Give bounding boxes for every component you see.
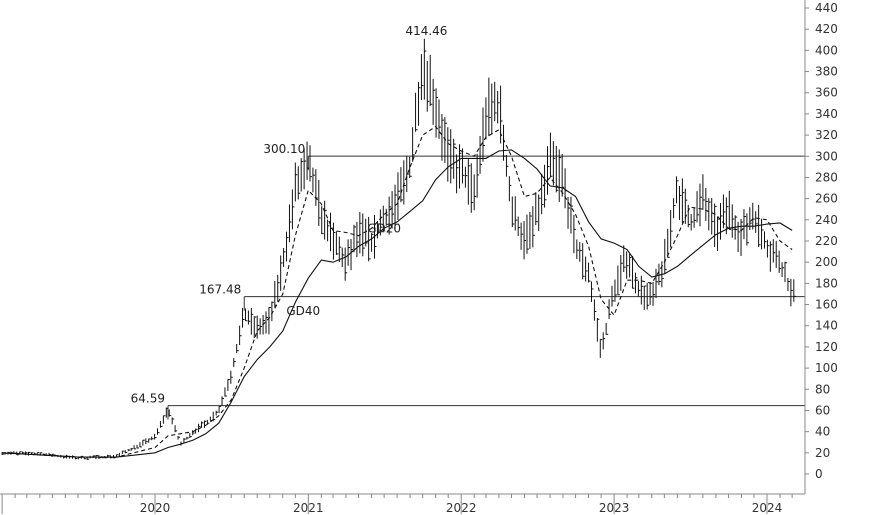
y-tick-label: 60 — [815, 403, 830, 417]
horizontal-levels: 300.10 167.48 64.59 — [131, 142, 805, 420]
x-tick-label: 2021 — [293, 501, 324, 515]
y-tick-label: 360 — [815, 86, 838, 100]
annotations: 414.46 GD20 GD40 — [286, 24, 447, 318]
level-label: 167.48 — [199, 283, 241, 297]
moving-averages — [2, 125, 793, 458]
y-tick-label: 380 — [815, 65, 838, 79]
y-tick-label: 260 — [815, 192, 838, 206]
y-tick-label: 340 — [815, 107, 838, 121]
y-tick-label: 440 — [815, 1, 838, 15]
y-tick-label: 100 — [815, 361, 838, 375]
y-tick-label: 220 — [815, 234, 838, 248]
x-tick-label: 2023 — [599, 501, 630, 515]
x-tick-label: 2020 — [140, 501, 171, 515]
x-tick-label: 2022 — [446, 501, 477, 515]
ma-line-gd20 — [2, 125, 793, 458]
annotation-label: 414.46 — [405, 24, 447, 38]
y-tick-label: 40 — [815, 425, 830, 439]
price-bars — [1, 38, 796, 460]
x-tick-label: 2024 — [752, 501, 783, 515]
y-tick-label: 240 — [815, 213, 838, 227]
y-tick-label: 300 — [815, 149, 838, 163]
y-tick-label: 420 — [815, 22, 838, 36]
y-tick-label: 180 — [815, 276, 838, 290]
axes: 0 20 40 60 80 100 120 140 160 180 200 220 240 260 280 3… — [0, 0, 838, 515]
y-tick-label: 280 — [815, 170, 838, 184]
level-label: 300.10 — [263, 142, 305, 156]
y-tick-label: 20 — [815, 446, 830, 460]
annotation-label: GD40 — [286, 304, 320, 318]
y-tick-label: 160 — [815, 298, 838, 312]
y-tick-label: 320 — [815, 128, 838, 142]
ma-line-gd40 — [2, 149, 793, 458]
y-tick-label: 0 — [815, 467, 823, 481]
annotation-label: GD20 — [367, 222, 401, 236]
y-tick-label: 120 — [815, 340, 838, 354]
level-label: 64.59 — [131, 392, 165, 406]
y-tick-label: 400 — [815, 43, 838, 57]
y-tick-label: 80 — [815, 382, 830, 396]
y-tick-label: 140 — [815, 319, 838, 333]
y-tick-label: 200 — [815, 255, 838, 269]
